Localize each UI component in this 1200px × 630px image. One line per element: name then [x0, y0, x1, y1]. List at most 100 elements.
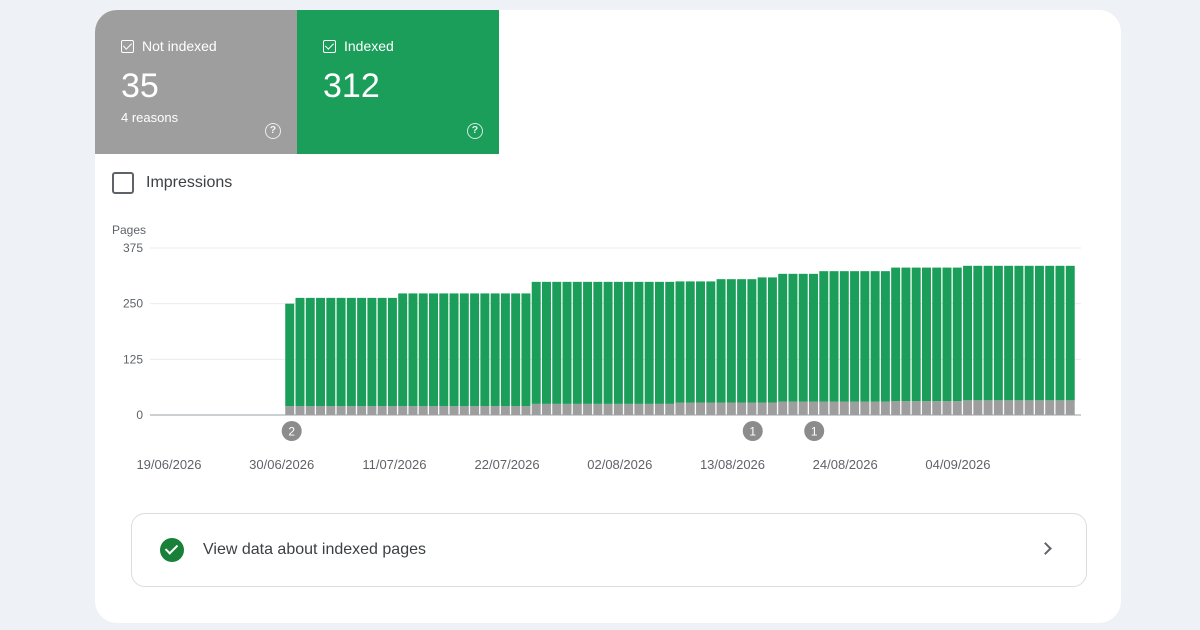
bar-indexed [1034, 265, 1044, 401]
bar-not-indexed [295, 406, 305, 415]
bar-indexed [408, 293, 418, 407]
bar-not-indexed [757, 402, 767, 415]
bar-indexed [285, 303, 295, 407]
bar-indexed [901, 267, 911, 402]
bar-indexed [1045, 265, 1055, 401]
bar-not-indexed [480, 406, 490, 415]
bar-indexed [891, 267, 901, 402]
annotation-marker [804, 421, 825, 441]
bar-indexed [798, 273, 808, 402]
bar-indexed [367, 297, 377, 407]
bar-indexed [809, 273, 818, 402]
bar-not-indexed [942, 401, 952, 415]
bar-indexed [603, 281, 613, 404]
bar-not-indexed [377, 406, 387, 415]
bar-not-indexed [1065, 400, 1075, 415]
bar-not-indexed [1034, 400, 1044, 415]
bar-indexed [696, 281, 706, 403]
bar-indexed [757, 277, 767, 403]
bar-indexed [593, 281, 603, 404]
x-tick-label: 13/08/2026 [700, 457, 765, 472]
bar-not-indexed [305, 406, 315, 415]
bar-indexed [336, 297, 346, 407]
bar-not-indexed [449, 406, 459, 415]
bar-indexed [726, 279, 736, 403]
bar-indexed [921, 267, 931, 402]
bar-indexed [377, 297, 387, 407]
not-indexed-count: 35 [121, 67, 159, 105]
indexed-toggle[interactable]: Indexed [323, 38, 394, 54]
bar-not-indexed [737, 402, 747, 415]
bar-not-indexed [531, 403, 541, 415]
bar-not-indexed [624, 403, 634, 415]
bar-indexed [983, 265, 993, 401]
bar-indexed [716, 279, 726, 403]
bar-not-indexed [429, 406, 438, 415]
bar-indexed [850, 271, 860, 402]
bar-not-indexed [819, 401, 829, 415]
x-tick-label: 04/09/2026 [925, 457, 990, 472]
bar-indexed [1024, 265, 1034, 401]
bar-indexed [1014, 265, 1024, 401]
bar-indexed [500, 293, 510, 407]
bar-indexed [572, 281, 582, 404]
bar-indexed [942, 267, 952, 402]
bar-not-indexed [459, 406, 469, 415]
view-indexed-pages-link[interactable]: View data about indexed pages [131, 513, 1087, 587]
bar-indexed [675, 281, 685, 403]
help-icon[interactable]: ? [265, 123, 281, 139]
bar-indexed [511, 293, 521, 407]
not-indexed-tile[interactable]: Not indexed 35 4 reasons ? [95, 10, 297, 154]
bar-not-indexed [367, 406, 377, 415]
y-tick-label: 375 [123, 241, 143, 255]
y-tick-label: 125 [123, 352, 143, 366]
bar-not-indexed [993, 400, 1003, 415]
bar-not-indexed [346, 406, 356, 415]
bar-indexed [1065, 265, 1075, 401]
bar-not-indexed [1045, 400, 1055, 415]
bar-indexed [644, 281, 654, 404]
bar-indexed [870, 271, 880, 402]
bar-indexed [521, 293, 531, 407]
bar-indexed [439, 293, 449, 407]
bar-not-indexed [685, 402, 695, 415]
bar-not-indexed [788, 401, 798, 415]
bar-indexed [839, 271, 849, 402]
bar-not-indexed [747, 402, 757, 415]
bar-indexed [1004, 265, 1014, 401]
bar-not-indexed [839, 401, 849, 415]
bar-not-indexed [932, 401, 942, 415]
bar-not-indexed [316, 406, 326, 415]
bar-indexed [470, 293, 480, 407]
not-indexed-toggle[interactable]: Not indexed [121, 38, 217, 54]
bar-indexed [767, 277, 777, 403]
not-indexed-label: Not indexed [142, 38, 217, 54]
y-tick-label: 0 [136, 408, 143, 422]
checkbox-checked-icon[interactable] [121, 39, 134, 53]
bar-indexed [531, 281, 541, 404]
bar-indexed [305, 297, 315, 407]
bar-not-indexed [952, 401, 962, 415]
bar-not-indexed [809, 401, 818, 415]
bar-not-indexed [778, 401, 788, 415]
bar-indexed [819, 271, 829, 402]
bar-not-indexed [1014, 400, 1024, 415]
bar-indexed [860, 271, 870, 402]
bar-indexed [634, 281, 644, 404]
help-icon[interactable]: ? [467, 123, 483, 139]
index-coverage-card: Not indexed 35 4 reasons ? Indexed 312 ?… [95, 10, 1121, 623]
bar-indexed [747, 279, 757, 403]
chevron-right-icon [1039, 542, 1052, 555]
checkbox-checked-icon[interactable] [323, 39, 336, 53]
bar-not-indexed [572, 403, 582, 415]
bar-indexed [490, 293, 500, 407]
bar-not-indexed [829, 401, 839, 415]
bar-not-indexed [634, 403, 644, 415]
impressions-toggle[interactable]: Impressions [112, 172, 232, 194]
bar-not-indexed [716, 402, 726, 415]
checkbox-unchecked-icon[interactable] [112, 172, 134, 194]
bar-indexed [685, 281, 695, 403]
indexed-label: Indexed [344, 38, 394, 54]
indexed-tile[interactable]: Indexed 312 ? [297, 10, 499, 154]
bar-indexed [911, 267, 921, 402]
